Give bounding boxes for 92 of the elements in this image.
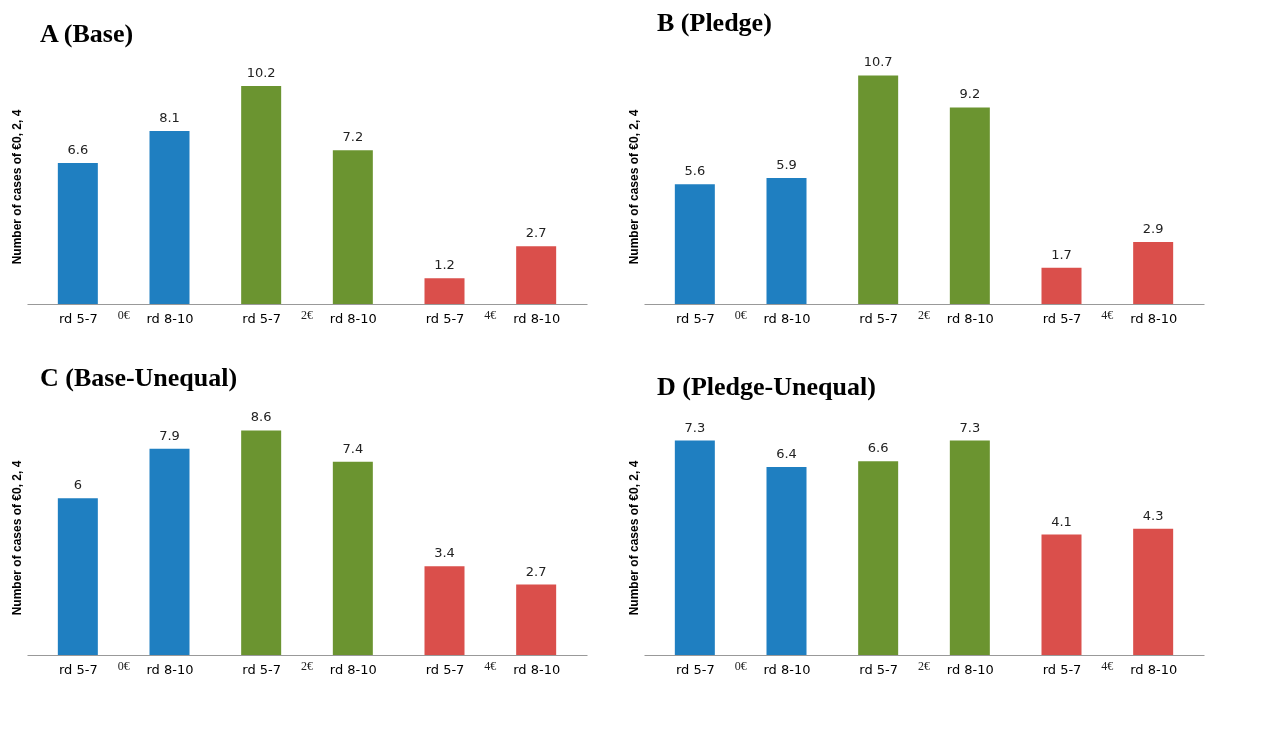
chart-title: A (Base) xyxy=(40,19,134,49)
y-axis-title: Number of cases of €0, 2, 4 xyxy=(9,109,24,265)
bar xyxy=(332,461,373,655)
text: 0€ xyxy=(117,308,130,322)
text: 4€ xyxy=(1101,659,1114,673)
x-tick-label: rd 8-10 xyxy=(146,310,194,326)
data-label: 6.6 xyxy=(67,142,89,157)
data-label: 8.1 xyxy=(159,109,180,125)
x-tick-label: rd 5-7 xyxy=(425,661,465,677)
data-label: 1.2 xyxy=(434,257,455,273)
text: 0€ xyxy=(734,308,747,322)
bar xyxy=(57,163,98,304)
data-label: 7.9 xyxy=(159,427,180,443)
x-tick-label: rd 8-10 xyxy=(329,661,377,677)
data-label: 4.3 xyxy=(1142,507,1164,523)
text: 4€ xyxy=(1101,308,1114,322)
x-tick-label: rd 8-10 xyxy=(513,661,561,677)
y-axis-title: Number of cases of €0, 2, 4 xyxy=(9,460,24,616)
data-label: 7.3 xyxy=(684,419,706,435)
data-label: 9.2 xyxy=(959,86,981,102)
text: 4€ xyxy=(484,659,497,673)
bar xyxy=(1041,267,1082,304)
chart-title: B (Pledge) xyxy=(657,8,772,38)
x-tick-label: rd 5-7 xyxy=(1042,310,1082,326)
x-tick-label: rd 5-7 xyxy=(859,310,899,326)
bar xyxy=(1041,534,1082,655)
text: 2€ xyxy=(301,659,313,673)
x-tick-label: rd 5-7 xyxy=(58,310,98,326)
bar xyxy=(516,584,557,655)
x-tick-label: rd 8-10 xyxy=(763,661,811,677)
x-tick-label: rd 5-7 xyxy=(242,310,282,326)
data-label: 7.4 xyxy=(342,440,364,456)
bar xyxy=(424,566,465,655)
bar xyxy=(149,448,190,655)
data-label: 6.6 xyxy=(867,440,889,456)
x-tick-label: rd 8-10 xyxy=(763,310,811,326)
bar xyxy=(858,461,899,655)
bar xyxy=(424,278,465,304)
bar xyxy=(332,150,373,304)
text: 2€ xyxy=(918,308,930,322)
bar xyxy=(241,430,282,655)
bar xyxy=(766,467,807,655)
bar xyxy=(241,86,282,304)
x-tick-label: rd 5-7 xyxy=(425,310,465,326)
bar xyxy=(949,440,990,655)
x-tick-label: rd 5-7 xyxy=(859,661,899,677)
x-tick-label: rd 5-7 xyxy=(675,661,715,677)
data-label: 7.2 xyxy=(342,129,364,145)
data-label: 2.9 xyxy=(1142,221,1164,237)
chart-title: D (Pledge-Unequal) xyxy=(657,372,876,401)
x-tick-label: rd 8-10 xyxy=(946,310,994,326)
bar xyxy=(1133,242,1174,304)
bar xyxy=(516,246,557,304)
data-label: 10.7 xyxy=(863,54,893,70)
bar xyxy=(57,498,98,655)
x-tick-label: rd 5-7 xyxy=(1042,661,1082,677)
x-tick-label: rd 8-10 xyxy=(513,310,561,326)
y-axis-title: Number of cases of €0, 2, 4 xyxy=(626,460,641,616)
text: 2€ xyxy=(918,659,930,673)
data-label: 5.6 xyxy=(684,163,706,179)
data-label: 6 xyxy=(73,477,82,493)
bar xyxy=(674,184,715,304)
text: 0€ xyxy=(734,659,747,673)
data-label: 10.2 xyxy=(246,65,276,81)
bar xyxy=(949,107,990,304)
x-tick-label: rd 8-10 xyxy=(146,661,194,677)
bar xyxy=(149,130,190,304)
x-tick-label: rd 8-10 xyxy=(1130,661,1178,677)
x-tick-label: rd 5-7 xyxy=(242,661,282,677)
data-label: 3.4 xyxy=(434,545,455,561)
data-label: 7.3 xyxy=(959,419,981,435)
data-label: 1.7 xyxy=(1051,246,1072,262)
chart-title: C (Base-Unequal) xyxy=(40,363,238,393)
data-label: 5.9 xyxy=(776,156,797,172)
data-label: 4.1 xyxy=(1051,513,1072,529)
y-axis-title: Number of cases of €0, 2, 4 xyxy=(626,109,641,265)
x-tick-label: rd 8-10 xyxy=(946,661,994,677)
bar xyxy=(858,75,899,304)
data-label: 6.4 xyxy=(776,446,797,461)
text: 4€ xyxy=(484,308,497,322)
text: 0€ xyxy=(117,659,130,673)
bar xyxy=(674,440,715,655)
data-label: 2.7 xyxy=(525,225,547,241)
x-tick-label: rd 5-7 xyxy=(58,661,98,677)
bar xyxy=(766,177,807,304)
x-tick-label: rd 5-7 xyxy=(675,310,715,326)
bar xyxy=(1133,528,1174,655)
x-tick-label: rd 8-10 xyxy=(1130,310,1178,326)
text: 2€ xyxy=(301,308,313,322)
data-label: 2.7 xyxy=(525,563,547,579)
data-label: 8.6 xyxy=(250,409,272,425)
x-tick-label: rd 8-10 xyxy=(329,310,377,326)
